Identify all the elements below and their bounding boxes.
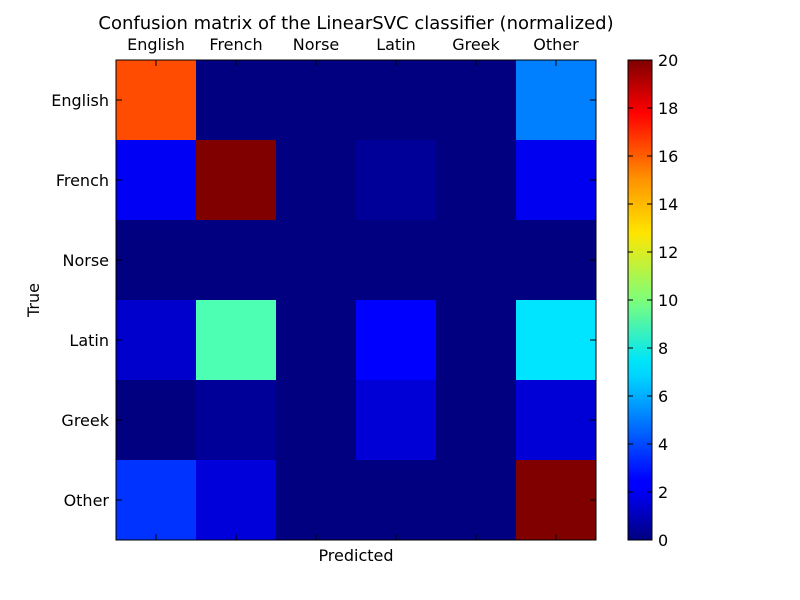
x-tick-label: Norse — [293, 35, 340, 54]
x-tick-label: Latin — [376, 35, 416, 54]
heatmap-cell-english-latin — [356, 60, 437, 141]
heatmap-cells — [116, 60, 597, 541]
heatmap-cell-greek-latin — [356, 380, 437, 461]
colorbar-ticks: 0 2 4 6 8 10 12 14 16 18 20 — [628, 51, 678, 550]
heatmap-cell-latin-english — [116, 300, 197, 381]
y-tick-label: Other — [64, 491, 110, 510]
heatmap-cell-latin-norse — [276, 300, 357, 381]
heatmap-cell-other-english — [116, 460, 197, 541]
heatmap-cell-latin-french — [196, 300, 277, 381]
heatmap-cell-latin-latin — [356, 300, 437, 381]
colorbar-tick-label: 0 — [658, 531, 668, 550]
heatmap-cell-english-french — [196, 60, 277, 141]
heatmap-cell-norse-french — [196, 220, 277, 301]
heatmap-cell-french-french — [196, 140, 277, 221]
x-tick-label: Other — [533, 35, 579, 54]
chart-title: Confusion matrix of the LinearSVC classi… — [98, 13, 613, 34]
y-tick-label: Greek — [61, 411, 109, 430]
heatmap-cell-greek-other — [516, 380, 597, 461]
heatmap-cell-english-greek — [436, 60, 517, 141]
plot-frame — [115, 59, 597, 541]
heatmap-cell-other-greek — [436, 460, 517, 541]
heatmap-cell-greek-english — [116, 380, 197, 461]
heatmap-cell-french-greek — [436, 140, 517, 221]
colorbar-tick-label: 18 — [658, 99, 678, 118]
heatmap-cell-norse-english — [116, 220, 197, 301]
heatmap-cell-greek-greek — [436, 380, 517, 461]
y-tick-label: Norse — [62, 251, 109, 270]
heatmap-cell-english-english — [116, 60, 197, 141]
colorbar: 0 2 4 6 8 10 12 14 16 18 20 — [627, 51, 678, 550]
heatmap-cell-norse-norse — [276, 220, 357, 301]
colorbar-tick-label: 4 — [658, 435, 668, 454]
heatmap-cell-other-norse — [276, 460, 357, 541]
heatmap-cell-latin-other — [516, 300, 597, 381]
x-tick-label: French — [209, 35, 262, 54]
y-tick-label: French — [56, 171, 109, 190]
y-axis-ticks: English French Norse Latin Greek Other — [51, 91, 596, 510]
colorbar-tick-label: 14 — [658, 195, 678, 214]
colorbar-tick-label: 16 — [658, 147, 678, 166]
heatmap-cell-norse-latin — [356, 220, 437, 301]
heatmap-cell-french-english — [116, 140, 197, 221]
heatmap-cell-norse-greek — [436, 220, 517, 301]
heatmap-cell-english-other — [516, 60, 597, 141]
heatmap-cell-latin-greek — [436, 300, 517, 381]
heatmap-cell-other-french — [196, 460, 277, 541]
colorbar-tick-label: 12 — [658, 243, 678, 262]
colorbar-tick-label: 8 — [658, 339, 668, 358]
heatmap-cell-norse-other — [516, 220, 597, 301]
heatmap-cell-other-other — [516, 460, 597, 541]
x-axis-ticks: English French Norse Latin Greek Other — [127, 35, 579, 540]
x-tick-label: English — [127, 35, 185, 54]
colorbar-tick-label: 6 — [658, 387, 668, 406]
heatmap-cell-greek-norse — [276, 380, 357, 461]
y-tick-label: English — [51, 91, 109, 110]
heatmap-cell-french-other — [516, 140, 597, 221]
colorbar-tick-label: 20 — [658, 51, 678, 70]
heatmap-cell-french-norse — [276, 140, 357, 221]
heatmap-cell-french-latin — [356, 140, 437, 221]
heatmap-cell-english-norse — [276, 60, 357, 141]
y-axis-label: True — [24, 283, 43, 318]
y-tick-label: Latin — [69, 331, 109, 350]
heatmap-cell-greek-french — [196, 380, 277, 461]
colorbar-tick-label: 2 — [658, 483, 668, 502]
heatmap-cell-other-latin — [356, 460, 437, 541]
x-tick-label: Greek — [452, 35, 500, 54]
x-axis-label: Predicted — [318, 546, 393, 565]
colorbar-tick-label: 10 — [658, 291, 678, 310]
